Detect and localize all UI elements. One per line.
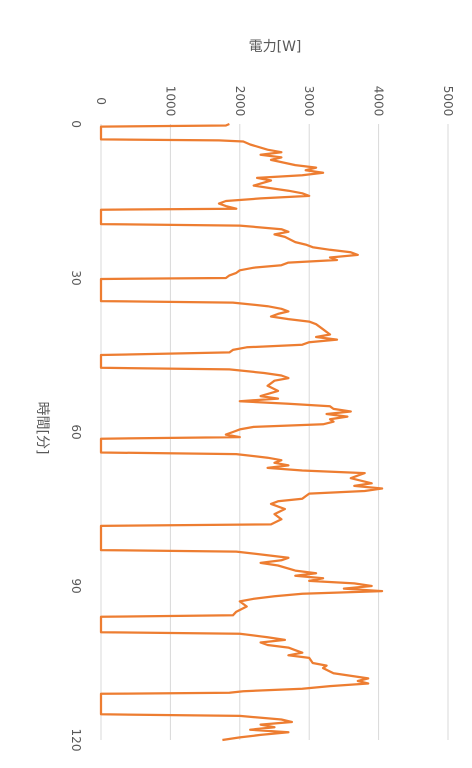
x-tick-label: 120 xyxy=(69,729,83,752)
gridlines xyxy=(100,124,449,740)
x-tick-label: 90 xyxy=(69,578,83,593)
series-group xyxy=(99,122,384,742)
y-tick-label: 0 xyxy=(94,97,108,105)
x-axis-title: 時間[分] xyxy=(34,402,50,455)
y-tick-label: 2000 xyxy=(233,86,247,117)
tick-labels: 0 1000 2000 3000 4000 5000 0 30 60 90 120 xyxy=(69,86,455,752)
y-tick-label: 1000 xyxy=(163,86,177,117)
x-tick-label: 30 xyxy=(69,270,83,285)
y-tick-label: 3000 xyxy=(302,86,316,117)
x-tick-label: 60 xyxy=(69,424,83,439)
power-series-line xyxy=(99,122,384,742)
x-tick-label: 0 xyxy=(69,120,83,128)
y-axis-title: 電力[W] xyxy=(249,39,302,55)
y-tick-label: 4000 xyxy=(372,86,386,117)
y-tick-label: 5000 xyxy=(441,86,455,117)
